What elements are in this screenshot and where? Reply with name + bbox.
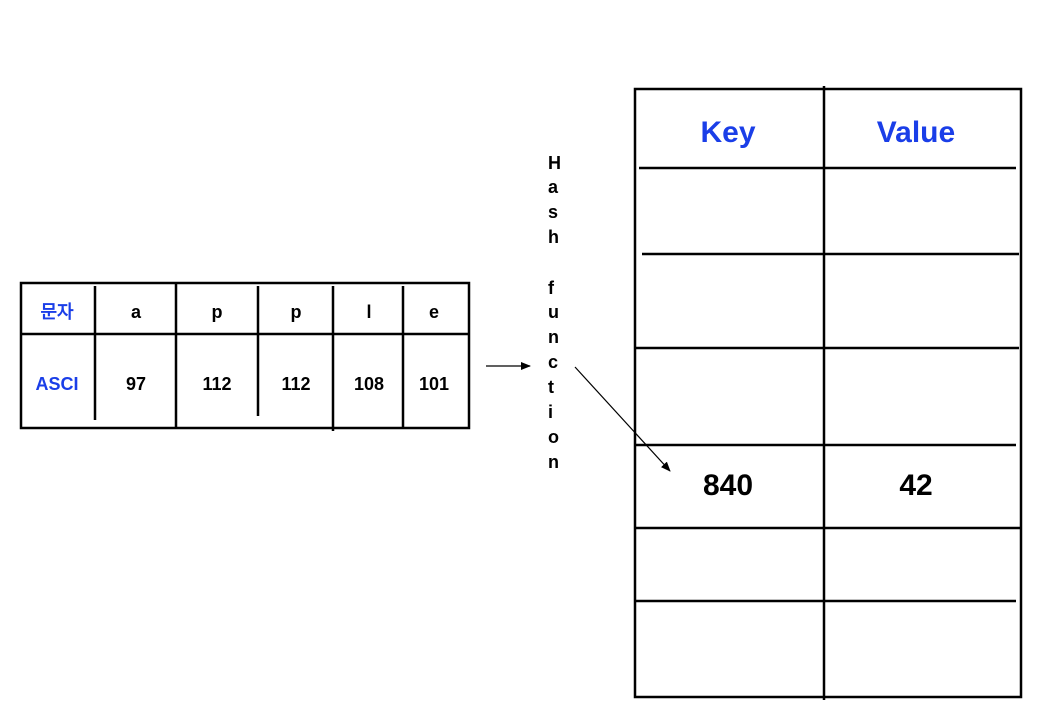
row-header-char: 문자 xyxy=(40,302,74,322)
hash-letter: f xyxy=(548,278,555,298)
char-cell: p xyxy=(212,302,223,322)
hash-letter: i xyxy=(548,402,553,422)
hash-output-arrow xyxy=(574,366,671,472)
hash-letter: s xyxy=(548,202,558,222)
ascii-table-border xyxy=(19,281,471,430)
char-cell: l xyxy=(366,302,371,322)
filled-value: 42 xyxy=(899,469,932,502)
hash-table-border xyxy=(633,87,1023,699)
code-cell: 101 xyxy=(419,374,449,394)
char-cell: e xyxy=(429,302,439,322)
hash-letter: n xyxy=(548,327,559,347)
ascii-table xyxy=(19,281,471,431)
code-cell: 112 xyxy=(281,374,310,394)
char-cell: p xyxy=(291,302,302,322)
key-header: Key xyxy=(700,116,755,149)
hash-letter: a xyxy=(548,177,559,197)
hash-letter: H xyxy=(548,153,561,173)
char-cell: a xyxy=(131,302,142,322)
value-header: Value xyxy=(877,116,955,149)
hash-letter: o xyxy=(548,427,559,447)
hash-letter: n xyxy=(548,452,559,472)
hash-function-label: H a s h f u n c t i o n xyxy=(548,153,561,472)
filled-key: 840 xyxy=(703,469,753,502)
row-header-ascii: ASCI xyxy=(35,374,78,394)
hash-letter: u xyxy=(548,302,559,322)
code-cell: 112 xyxy=(202,374,231,394)
hash-letter: t xyxy=(548,377,554,397)
hash-letter: h xyxy=(548,227,559,247)
hash-letter: c xyxy=(548,352,558,372)
hash-table xyxy=(633,86,1023,700)
code-cell: 108 xyxy=(354,374,384,394)
code-cell: 97 xyxy=(126,374,146,394)
